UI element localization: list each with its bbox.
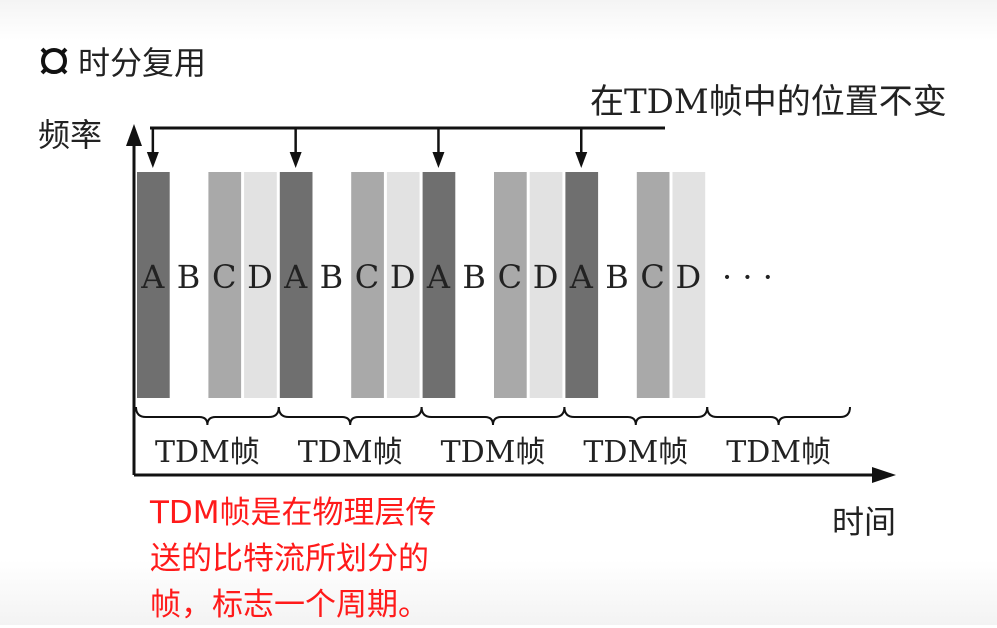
arrow-head (289, 152, 302, 168)
tdm-frames: TDM帧 TDM帧 TDM帧 TDM帧 TDM帧 (135, 406, 851, 470)
ellipsis: · · · (722, 258, 773, 296)
slot-letter: B (605, 258, 629, 296)
frame-label: TDM帧 (155, 435, 260, 470)
slot-letter: C (640, 258, 664, 296)
arrow-head (575, 152, 588, 168)
slot-b (172, 172, 206, 398)
slot-d (244, 172, 277, 398)
frame-label: TDM帧 (441, 435, 546, 470)
title-text: 时分复用 (78, 44, 207, 82)
frame-label: TDM帧 (298, 435, 403, 470)
slot-a (279, 172, 313, 398)
frame-label: TDM帧 (726, 435, 831, 470)
y-axis-label: 频率 (38, 116, 103, 154)
x-axis-label: 时间 (832, 503, 897, 541)
frame-brace (420, 406, 566, 426)
position-arrows (146, 128, 588, 168)
slot-c (208, 172, 242, 398)
slot-letter: A (569, 258, 594, 296)
y-axis-arrow (126, 124, 142, 146)
slot-letter: A (426, 258, 451, 296)
slot-a (565, 172, 599, 398)
frame-brace (277, 406, 423, 426)
slot-letter: D (390, 258, 416, 296)
slot-d (529, 172, 563, 398)
frame-label: TDM帧 (583, 435, 688, 470)
note-line: 帧，标志一个周期。 (150, 587, 429, 623)
slot-letter: D (676, 258, 702, 296)
slot-c (494, 172, 527, 398)
slot-b (315, 172, 349, 398)
slot-letter: C (212, 258, 236, 296)
slot-letter: D (247, 258, 273, 296)
slot-b (601, 172, 634, 398)
slot-letter: A (283, 258, 308, 296)
slot-letter: B (320, 258, 344, 296)
note-line: 送的比特流所划分的 (150, 541, 429, 577)
slot-letter: B (177, 258, 201, 296)
bullet-icon (40, 47, 68, 75)
slot-letter: C (355, 258, 379, 296)
frame-brace (706, 406, 851, 426)
slot-letter: B (462, 258, 486, 296)
slot-c (636, 172, 670, 398)
slot-a (137, 172, 170, 398)
slot-c (351, 172, 384, 398)
slot-letter: C (498, 258, 522, 296)
note-text: TDM帧是在物理层传 送的比特流所划分的 帧，标志一个周期。 (150, 490, 480, 628)
slot-letter: D (533, 258, 559, 296)
diagram-title: 时分复用 (36, 38, 206, 84)
slot-d (386, 172, 420, 398)
slot-a (422, 172, 456, 398)
frame-brace (135, 406, 280, 426)
slot-letter: A (140, 258, 165, 296)
x-axis-arrow (872, 467, 896, 483)
frame-brace (563, 406, 709, 426)
slot-b (458, 172, 491, 398)
arrow-head (146, 152, 159, 168)
note-line: TDM帧是在物理层传 (150, 495, 437, 531)
arrow-head (432, 152, 445, 168)
slot-d (672, 172, 706, 398)
top-annotation: 在TDM帧中的位置不变 (590, 82, 947, 122)
